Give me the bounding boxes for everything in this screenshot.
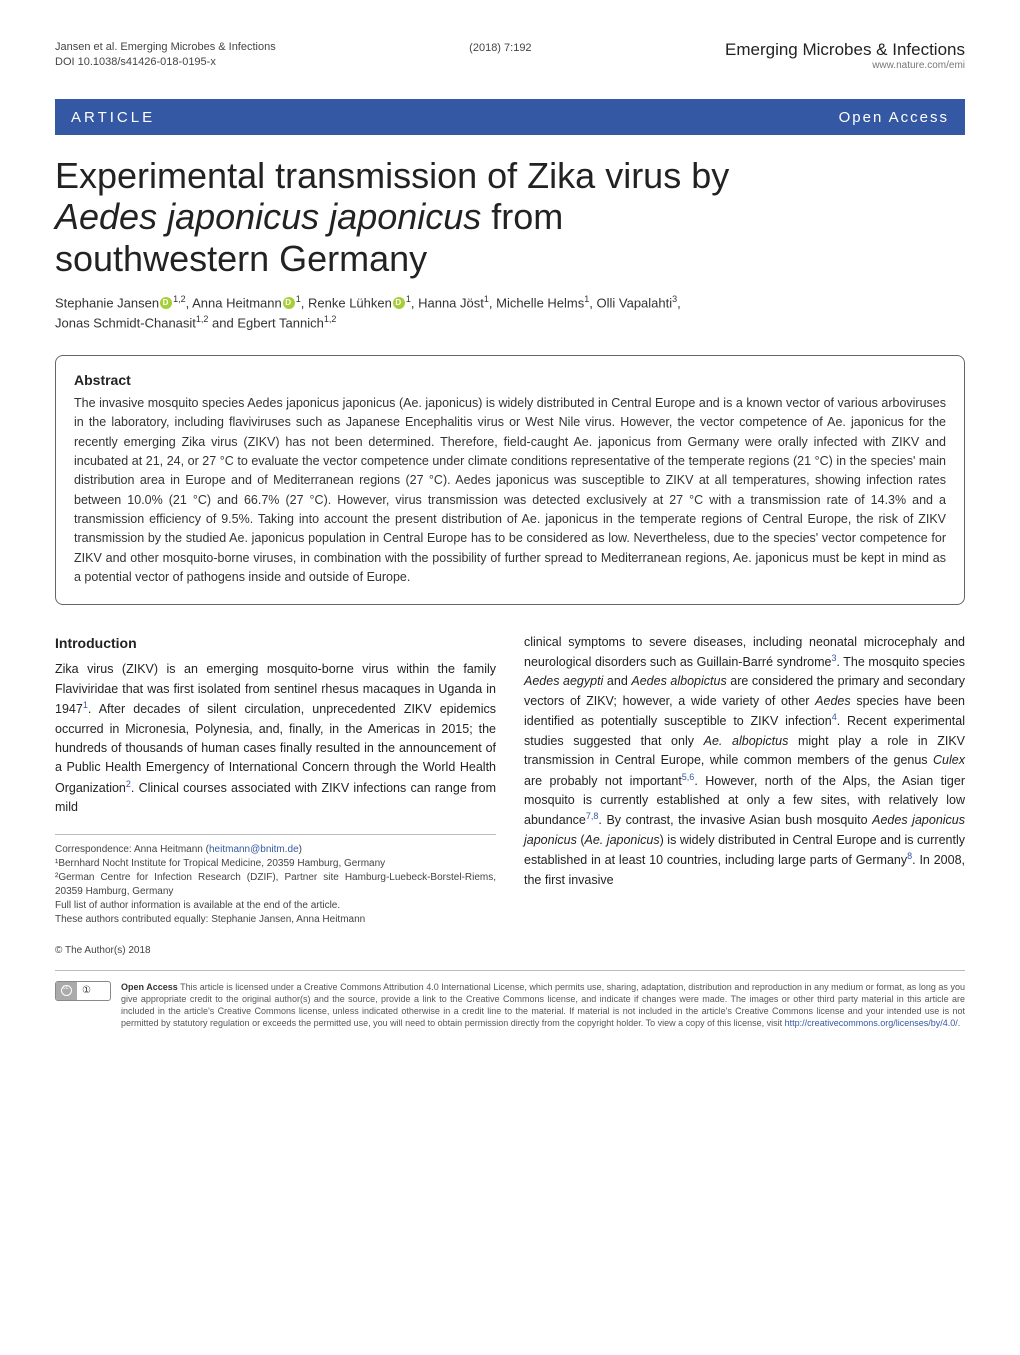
affiliation-ref: 1 — [584, 294, 589, 304]
by-icon: ① — [77, 982, 96, 1000]
running-head: Jansen et al. Emerging Microbes & Infect… — [55, 40, 276, 71]
author: Renke Lühken — [308, 296, 392, 311]
license-text: Open Access This article is licensed und… — [121, 981, 965, 1030]
cc-badge: ① — [55, 981, 111, 1030]
author: Olli Vapalahti — [597, 296, 673, 311]
species-name: Ae. japonicus — [585, 833, 660, 847]
author: Hanna Jöst — [418, 296, 484, 311]
running-head-text: Jansen et al. Emerging Microbes & Infect… — [55, 41, 276, 53]
affiliation-1: ¹Bernhard Nocht Institute for Tropical M… — [55, 857, 496, 871]
author: Egbert Tannich — [237, 315, 324, 330]
body-text: . The mosquito species — [836, 655, 965, 669]
affiliation-ref: 1 — [406, 294, 411, 304]
body-text: ( — [577, 833, 585, 847]
copyright-text: © The Author(s) 2018 — [55, 945, 965, 956]
correspondence-label: Correspondence: Anna Heitmann ( — [55, 844, 209, 855]
correspondence-line: Correspondence: Anna Heitmann (heitmann@… — [55, 843, 496, 857]
issue-text: (2018) 7:192 — [469, 40, 531, 54]
species-name: Culex — [933, 753, 965, 767]
title-line3: southwestern Germany — [55, 238, 427, 279]
abstract-text: The invasive mosquito species Aedes japo… — [74, 394, 946, 588]
left-column: Introduction Zika virus (ZIKV) is an eme… — [55, 633, 496, 927]
orcid-icon[interactable] — [393, 297, 405, 309]
top-bar: Jansen et al. Emerging Microbes & Infect… — [55, 40, 965, 71]
abstract-heading: Abstract — [74, 372, 946, 388]
introduction-heading: Introduction — [55, 633, 496, 655]
footnotes: Correspondence: Anna Heitmann (heitmann@… — [55, 834, 496, 927]
article-title: Experimental transmission of Zika virus … — [55, 155, 965, 279]
intro-paragraph-cont: clinical symptoms to severe diseases, in… — [524, 633, 965, 891]
abstract-box: Abstract The invasive mosquito species A… — [55, 355, 965, 605]
doi-text: DOI 10.1038/s41426-018-0195-x — [55, 56, 216, 68]
affiliation-ref: 1,2 — [173, 294, 186, 304]
title-line2-species: Aedes japonicus japonicus — [55, 196, 481, 237]
species-name: Aedes albopictus — [631, 674, 726, 688]
citation-ref[interactable]: 7,8 — [586, 811, 599, 821]
orcid-icon[interactable] — [160, 297, 172, 309]
author: Jonas Schmidt-Chanasit — [55, 315, 196, 330]
license-url[interactable]: http://creativecommons.org/licenses/by/4… — [785, 1018, 958, 1028]
journal-block: Emerging Microbes & Infections www.natur… — [725, 40, 965, 71]
journal-name: Emerging Microbes & Infections — [725, 40, 965, 60]
author: Stephanie Jansen — [55, 296, 159, 311]
species-name: Aedes — [815, 694, 850, 708]
open-access-label: Open Access — [839, 109, 949, 126]
author-list: Stephanie Jansen1,2, Anna Heitmann1, Ren… — [55, 293, 965, 333]
body-text: . By contrast, the invasive Asian bush m… — [598, 814, 872, 828]
open-access-bold: Open Access — [121, 982, 178, 992]
body-text: are probably not important — [524, 774, 682, 788]
article-band: ARTICLE Open Access — [55, 99, 965, 135]
orcid-icon[interactable] — [283, 297, 295, 309]
license-section: © The Author(s) 2018 ① Open Access This … — [55, 945, 965, 1030]
license-row: ① Open Access This article is licensed u… — [55, 970, 965, 1030]
species-name: Aedes aegypti — [524, 674, 603, 688]
page-container: Jansen et al. Emerging Microbes & Infect… — [0, 0, 1020, 1059]
title-line1: Experimental transmission of Zika virus … — [55, 155, 729, 196]
journal-url[interactable]: www.nature.com/emi — [725, 60, 965, 71]
author: Anna Heitmann — [192, 296, 282, 311]
affiliation-ref: 3 — [672, 294, 677, 304]
cc-icon — [56, 982, 77, 1000]
body-text: and — [603, 674, 631, 688]
intro-paragraph: Zika virus (ZIKV) is an emerging mosquit… — [55, 660, 496, 817]
author: Michelle Helms — [496, 296, 584, 311]
citation-ref[interactable]: 5,6 — [682, 772, 695, 782]
body-columns: Introduction Zika virus (ZIKV) is an eme… — [55, 633, 965, 927]
correspondence-email[interactable]: heitmann@bnitm.de — [209, 844, 299, 855]
affiliation-ref: 1 — [296, 294, 301, 304]
period: . — [958, 1018, 961, 1028]
equal-contribution-note: These authors contributed equally: Steph… — [55, 913, 496, 927]
species-name: Ae. albopictus — [704, 734, 789, 748]
affiliation-ref: 1 — [484, 294, 489, 304]
full-list-note: Full list of author information is avail… — [55, 899, 496, 913]
affiliation-ref: 1,2 — [196, 314, 209, 324]
affiliation-ref: 1,2 — [324, 314, 337, 324]
right-column: clinical symptoms to severe diseases, in… — [524, 633, 965, 927]
affiliation-2: ²German Centre for Infection Research (D… — [55, 871, 496, 899]
title-line2b: from — [481, 196, 563, 237]
article-label: ARTICLE — [71, 109, 155, 126]
